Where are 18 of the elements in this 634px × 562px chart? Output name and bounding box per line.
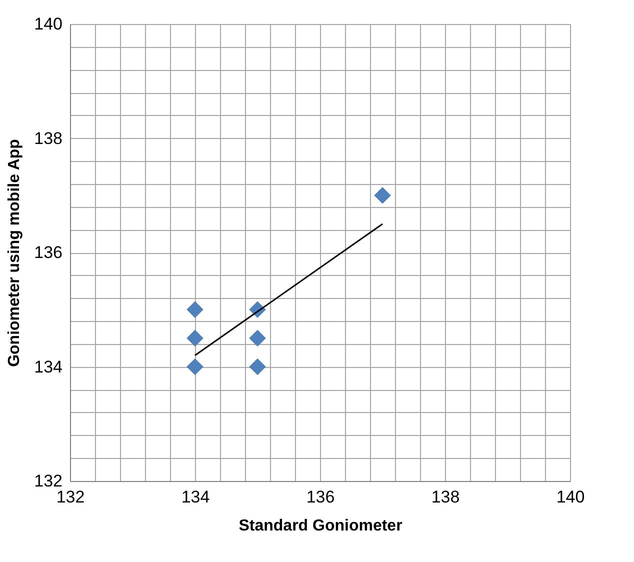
x-tick-label: 138	[431, 488, 460, 506]
point	[249, 358, 266, 376]
y-tick-label: 140	[34, 14, 62, 34]
x-tick-label: 136	[306, 488, 335, 506]
point	[249, 330, 266, 346]
x-tick-label: 132	[56, 488, 85, 506]
point	[186, 358, 204, 376]
y-tick-label: 136	[34, 243, 62, 262]
y-axis-title: Goniometer using mobile App	[6, 138, 24, 367]
y-tick-label: 132	[34, 472, 62, 490]
point	[186, 301, 204, 318]
x-tick-label: 134	[181, 488, 210, 506]
point	[186, 330, 204, 346]
point	[374, 187, 391, 204]
x-tick-label: 140	[556, 488, 585, 506]
y-tick-label: 138	[34, 128, 62, 148]
y-tick-label: 134	[34, 357, 62, 376]
x-axis-title: Standard Goniometer	[238, 518, 402, 534]
